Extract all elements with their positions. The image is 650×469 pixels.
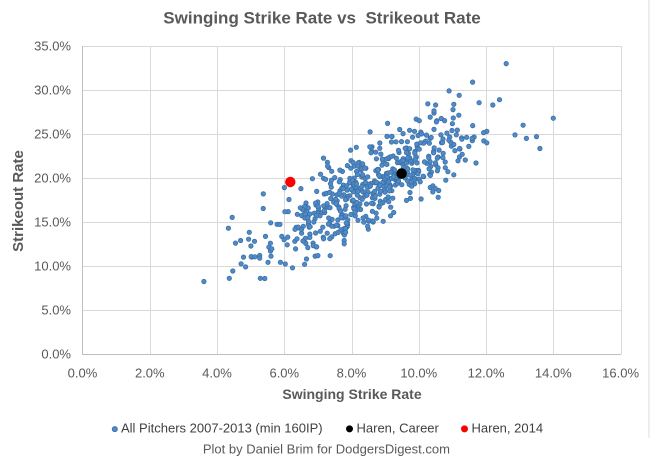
svg-text:0.0%: 0.0% bbox=[41, 347, 71, 362]
svg-text:10.0%: 10.0% bbox=[34, 259, 71, 274]
svg-text:30.0%: 30.0% bbox=[34, 83, 71, 98]
svg-text:12.0%: 12.0% bbox=[468, 365, 505, 380]
svg-text:20.0%: 20.0% bbox=[34, 171, 71, 186]
svg-text:15.0%: 15.0% bbox=[34, 215, 71, 230]
svg-text:14.0%: 14.0% bbox=[535, 365, 572, 380]
svg-text:4.0%: 4.0% bbox=[202, 365, 232, 380]
svg-text:6.0%: 6.0% bbox=[269, 365, 299, 380]
svg-text:Swinging Strike Rate vs Strik: Swinging Strike Rate vs Strikeout Rate bbox=[163, 9, 480, 28]
svg-text:0.0%: 0.0% bbox=[68, 365, 98, 380]
svg-text:Haren, Career: Haren, Career bbox=[357, 420, 440, 435]
svg-text:Strikeout Rate: Strikeout Rate bbox=[10, 150, 27, 252]
svg-text:35.0%: 35.0% bbox=[34, 39, 71, 54]
svg-text:16.0%: 16.0% bbox=[602, 365, 639, 380]
svg-text:Haren, 2014: Haren, 2014 bbox=[472, 420, 544, 435]
svg-text:All Pitchers 2007-2013 (min 16: All Pitchers 2007-2013 (min 160IP) bbox=[121, 420, 323, 435]
svg-text:5.0%: 5.0% bbox=[41, 303, 71, 318]
svg-text:10.0%: 10.0% bbox=[400, 365, 437, 380]
svg-text:Swinging Strike Rate: Swinging Strike Rate bbox=[282, 386, 421, 402]
svg-text:8.0%: 8.0% bbox=[337, 365, 367, 380]
svg-text:Plot by Daniel Brim for Dodger: Plot by Daniel Brim for DodgersDigest.co… bbox=[203, 442, 450, 457]
svg-text:25.0%: 25.0% bbox=[34, 127, 71, 142]
svg-text:2.0%: 2.0% bbox=[135, 365, 165, 380]
